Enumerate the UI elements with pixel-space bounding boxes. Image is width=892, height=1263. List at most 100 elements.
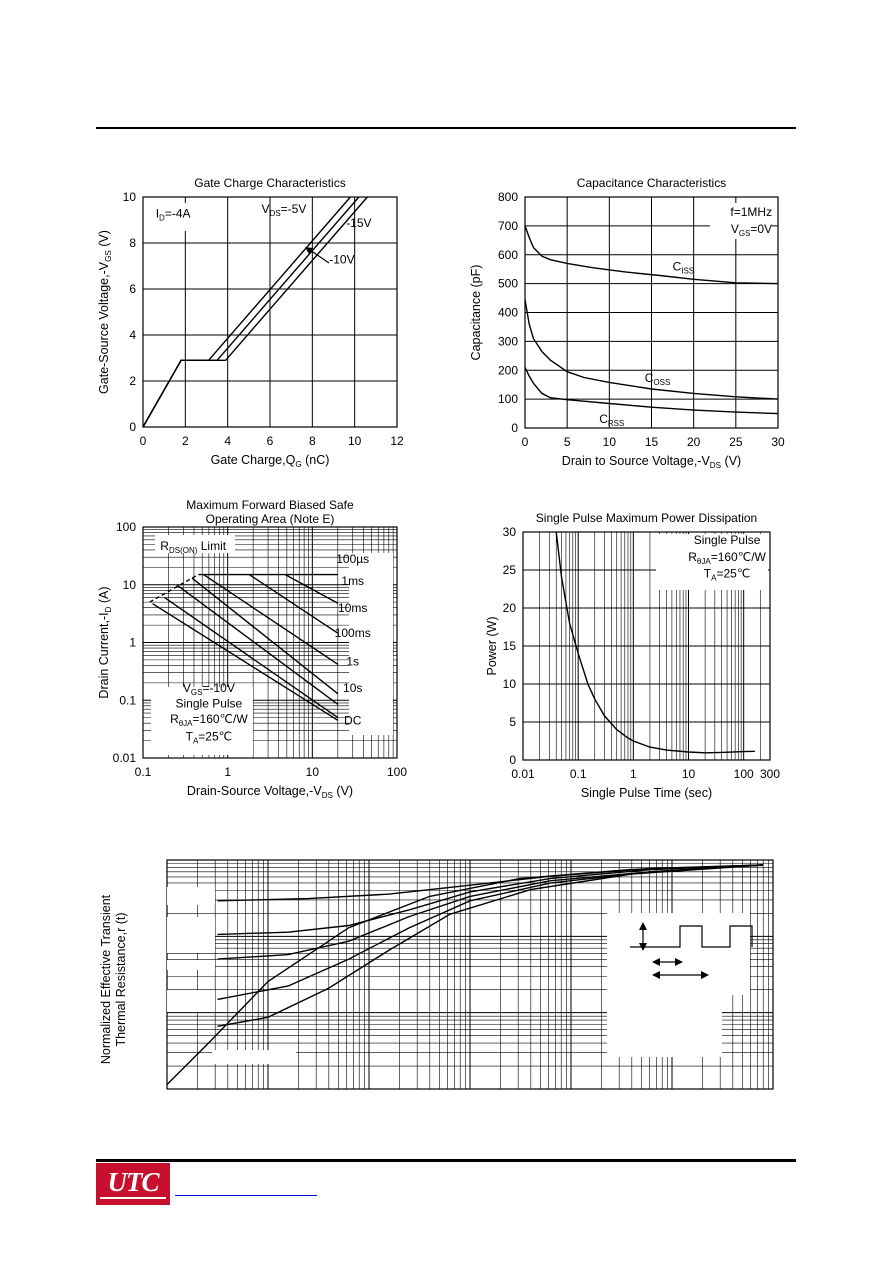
chart-title: Single Pulse Maximum Power Dissipation — [536, 511, 757, 525]
x-tick-label: 0.01 — [511, 767, 535, 781]
y-tick-label: 0 — [509, 753, 516, 767]
y-tick-label: 100 — [116, 520, 136, 534]
annotation-arrow-head — [305, 247, 313, 254]
series-thermal-4 — [217, 864, 763, 936]
series-soa-5 — [164, 597, 339, 719]
arrow-head — [639, 922, 647, 930]
series-soa-6 — [152, 603, 339, 721]
chart-title: Operating Area (Note E) — [206, 512, 335, 526]
x-tick-label: 0 — [522, 435, 529, 449]
x-tick-label: 10 — [603, 435, 617, 449]
x-tick-label: 20 — [687, 435, 701, 449]
chart-title: Capacitance Characteristics — [577, 176, 726, 190]
chart-title: Gate Charge Characteristics — [194, 176, 345, 190]
x-tick-label: 4 — [224, 434, 231, 448]
chart-annotation: 10s — [343, 681, 362, 695]
chart-annotation: 100ms — [335, 626, 371, 640]
series-cap-0 — [524, 225, 779, 285]
y-axis-label: Gate-Source Voltage,-VGS (V) — [97, 230, 113, 394]
y-tick-label: 10 — [123, 190, 137, 204]
chart-annotation: VGS=-10V — [183, 681, 235, 697]
annotation-box — [151, 687, 253, 755]
pulse-waveform — [630, 925, 753, 948]
chart-title: Maximum Forward Biased Safe — [186, 498, 354, 512]
y-tick-label: 8 — [129, 236, 136, 250]
inset-panel — [607, 995, 722, 1057]
series-soa-4 — [176, 584, 339, 705]
y-tick-label: 0.1 — [119, 693, 136, 707]
arrow-head — [652, 971, 660, 979]
logo-underline — [100, 1197, 166, 1199]
footer-rule — [96, 1159, 796, 1162]
y-axis-label: Power (W) — [485, 616, 499, 675]
y-tick-label: 30 — [503, 525, 517, 539]
series-thermal-3 — [217, 864, 763, 960]
plot-frame-soa — [142, 526, 398, 759]
x-axis-label: Drain-Source Voltage,-VDS (V) — [187, 784, 353, 800]
y-tick-label: 0 — [129, 420, 136, 434]
website-link-underline[interactable] — [175, 1195, 317, 1196]
chart-annotation: f=1MHz — [730, 205, 772, 219]
logo-text: UTC — [107, 1167, 160, 1197]
annotation-box — [212, 1050, 296, 1064]
x-tick-label: 2 — [182, 434, 189, 448]
chart-annotation: 10ms — [338, 601, 367, 615]
chart-annotation: CISS — [673, 260, 695, 276]
chart-annotation: 1ms — [341, 574, 364, 588]
y-tick-label: 500 — [498, 277, 518, 291]
legend-box — [167, 960, 215, 970]
x-tick-label: 100 — [387, 765, 407, 779]
y-axis-label: Normalized Effective Transient — [99, 894, 113, 1064]
chart-annotation: COSS — [645, 371, 671, 387]
series-thermal-5 — [217, 864, 763, 902]
x-tick-label: 300 — [760, 767, 780, 781]
annotation-box — [710, 203, 772, 239]
x-tick-label: 1 — [630, 767, 637, 781]
y-tick-label: 200 — [498, 363, 518, 377]
annotation-box — [656, 534, 768, 590]
series-soa-3 — [191, 577, 339, 695]
series-thermal-1 — [217, 864, 763, 1027]
plot-frame-cap — [524, 196, 779, 429]
x-tick-label: 0 — [140, 434, 147, 448]
y-tick-label: 5 — [509, 715, 516, 729]
series-gate-2 — [142, 196, 368, 428]
chart-annotation: ID=-4A — [156, 207, 191, 223]
y-tick-label: 6 — [129, 282, 136, 296]
y-tick-label: 700 — [498, 219, 518, 233]
y-tick-label: 600 — [498, 248, 518, 262]
x-tick-label: 10 — [348, 434, 362, 448]
x-tick-label: 0.1 — [135, 765, 152, 779]
arrow-head — [675, 958, 683, 966]
y-tick-label: 4 — [129, 328, 136, 342]
x-tick-label: 15 — [645, 435, 659, 449]
series-power-0 — [555, 531, 755, 754]
x-tick-label: 5 — [564, 435, 571, 449]
series-soa-1 — [248, 574, 339, 634]
x-tick-label: 0.1 — [570, 767, 587, 781]
legend-box — [167, 917, 215, 953]
chart-annotation: CRSS — [599, 412, 624, 428]
y-axis-label: Capacitance (pF) — [469, 265, 483, 361]
x-axis-label: Drain to Source Voltage,-VDS (V) — [562, 454, 741, 470]
utc-logo[interactable]: UTC — [96, 1163, 170, 1205]
series-soa-2 — [203, 574, 339, 665]
chart-annotation: -15V — [346, 216, 371, 230]
x-axis-label: Single Pulse Time (sec) — [581, 786, 712, 800]
header-rule — [96, 127, 796, 129]
annotation-box — [155, 535, 235, 553]
y-tick-label: 0.01 — [113, 751, 137, 765]
x-tick-label: 10 — [682, 767, 696, 781]
y-tick-label: 100 — [498, 392, 518, 406]
arrow-head — [652, 958, 660, 966]
x-axis-label: Gate Charge,QG (nC) — [211, 453, 330, 469]
x-tick-label: 25 — [729, 435, 743, 449]
x-tick-label: 10 — [306, 765, 320, 779]
series-cap-2 — [524, 367, 779, 415]
inset-panel — [607, 913, 750, 995]
chart-annotation: Single Pulse — [694, 533, 761, 547]
y-axis-label: Thermal Resistance,r (t) — [114, 912, 128, 1046]
plot-frame-thermal — [166, 859, 774, 1090]
chart-annotation: -10V — [329, 253, 354, 267]
